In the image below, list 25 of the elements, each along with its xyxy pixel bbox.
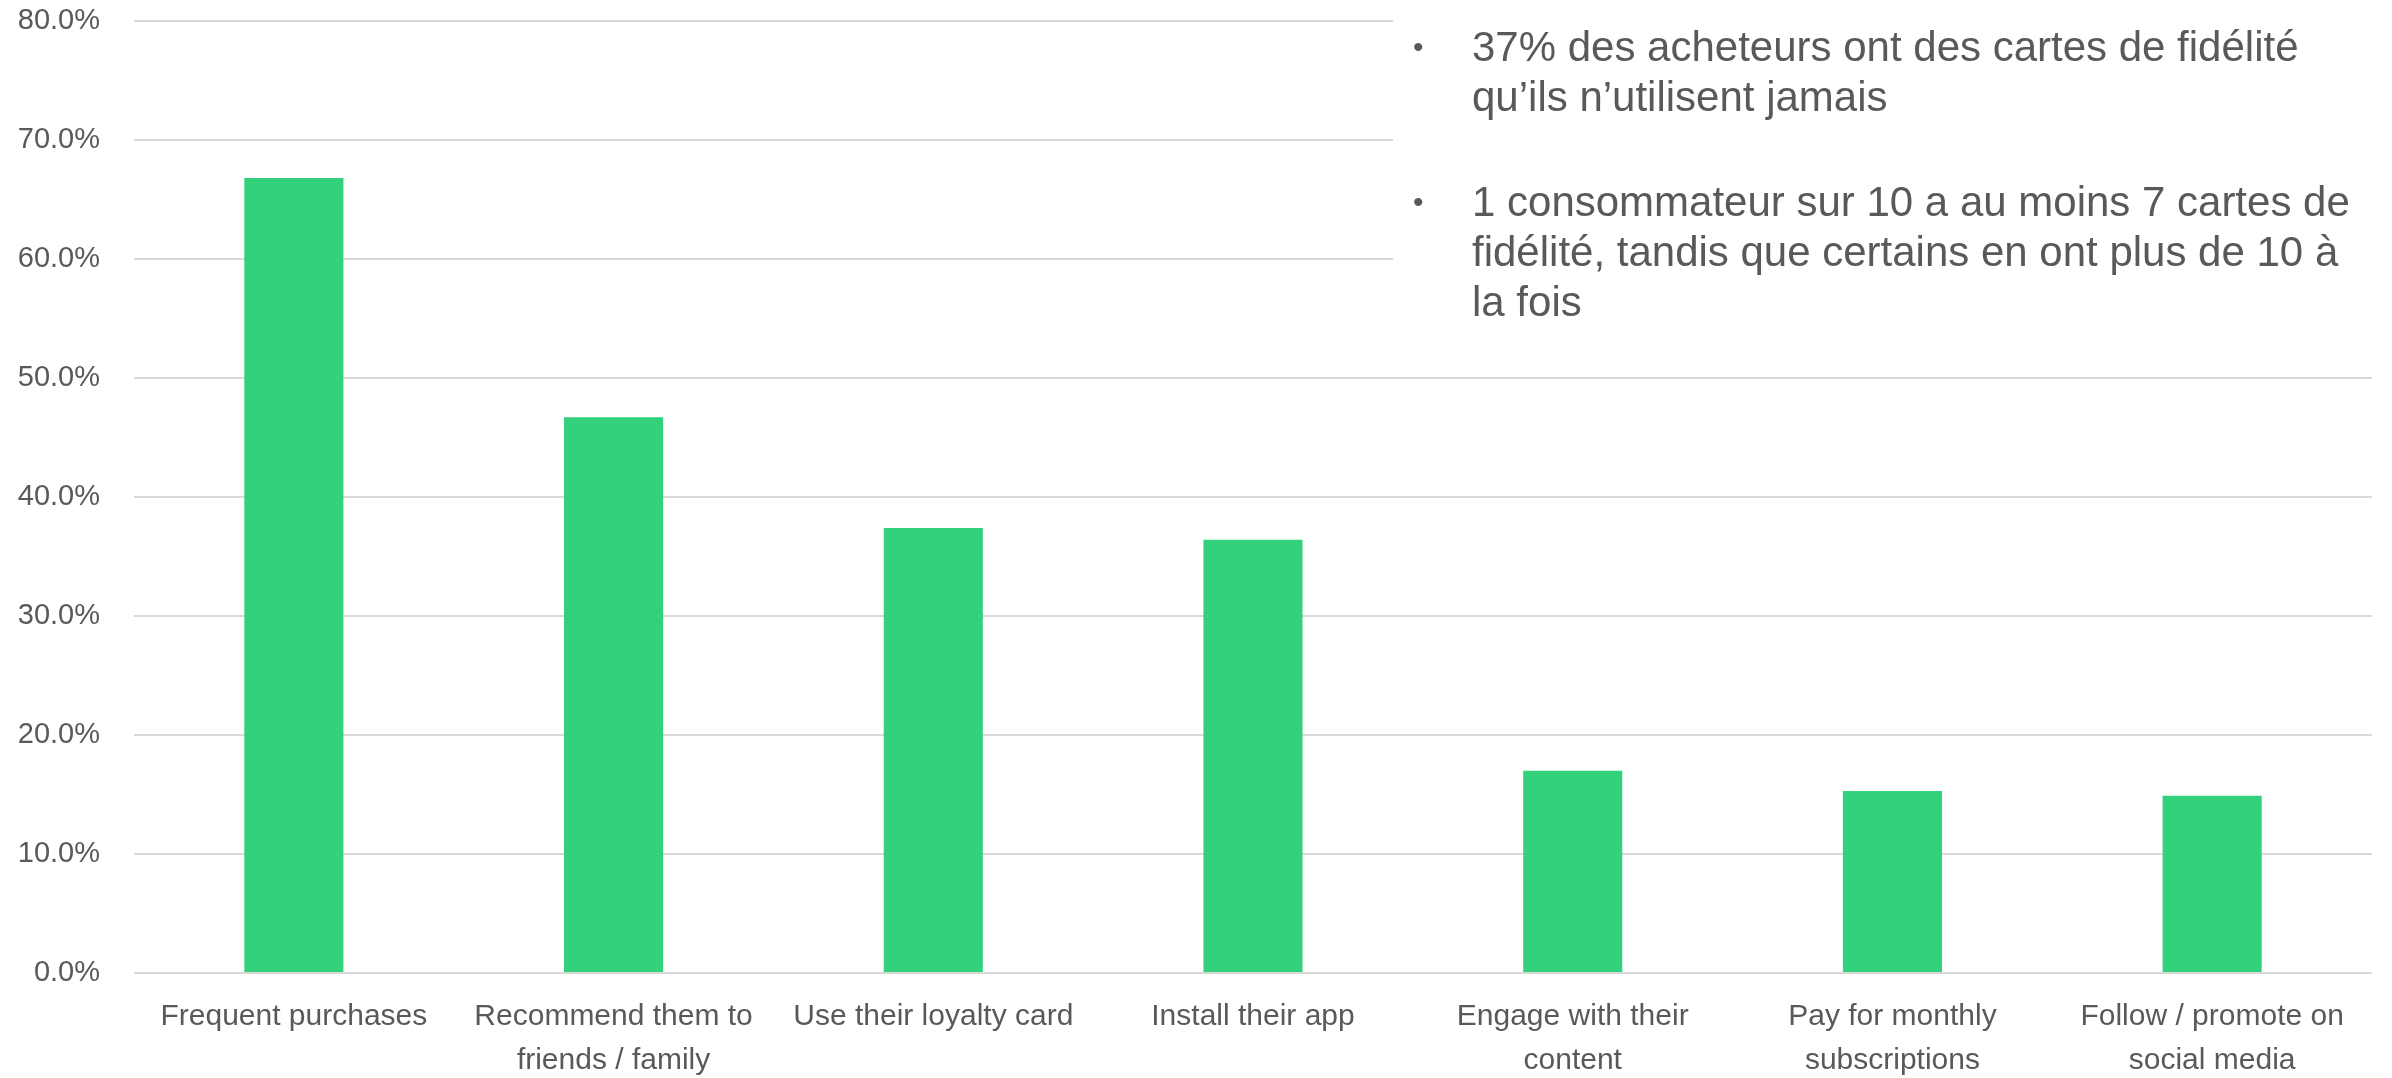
x-tick-label: Engage with their content [1456,998,1689,1075]
text: • 1 consommateur sur 10 a au moins 7 cartes de fidélité, tandis que certains en ont plus de 10 à la fois [1413,178,2350,325]
bar [1203,539,1303,972]
x-tick-label: Pay for monthly subscriptions [1788,998,1997,1075]
x-tick-label: Follow / promote on social media [2080,998,2344,1075]
bar [1523,770,1623,972]
y-tick-label: 0.0% [33,955,100,987]
x-tick-label: Use their loyalty card [793,998,1074,1032]
x-tick-label: Recommend them to friends / family [474,998,753,1075]
y-tick-label: 60.0% [17,241,100,273]
bar [564,417,664,972]
y-tick-label: 40.0% [17,479,100,511]
y-tick-label: 80.0% [17,3,100,35]
x-tick-label: Install their app [1151,998,1355,1032]
bar [1842,790,1942,972]
x-tick-label: Frequent purchases [160,998,428,1032]
bar [883,527,983,972]
y-tick-label: 30.0% [17,598,100,630]
y-tick-label: 20.0% [17,717,100,749]
bar [2162,795,2262,972]
y-tick-label: 70.0% [17,122,100,154]
bar [244,178,344,972]
y-tick-label: 10.0% [17,836,100,868]
y-tick-label: 50.0% [17,360,100,392]
text: • 37% des acheteurs ont des cartes de fidélité qu’ils n’utilisent jamais [1413,23,2299,120]
